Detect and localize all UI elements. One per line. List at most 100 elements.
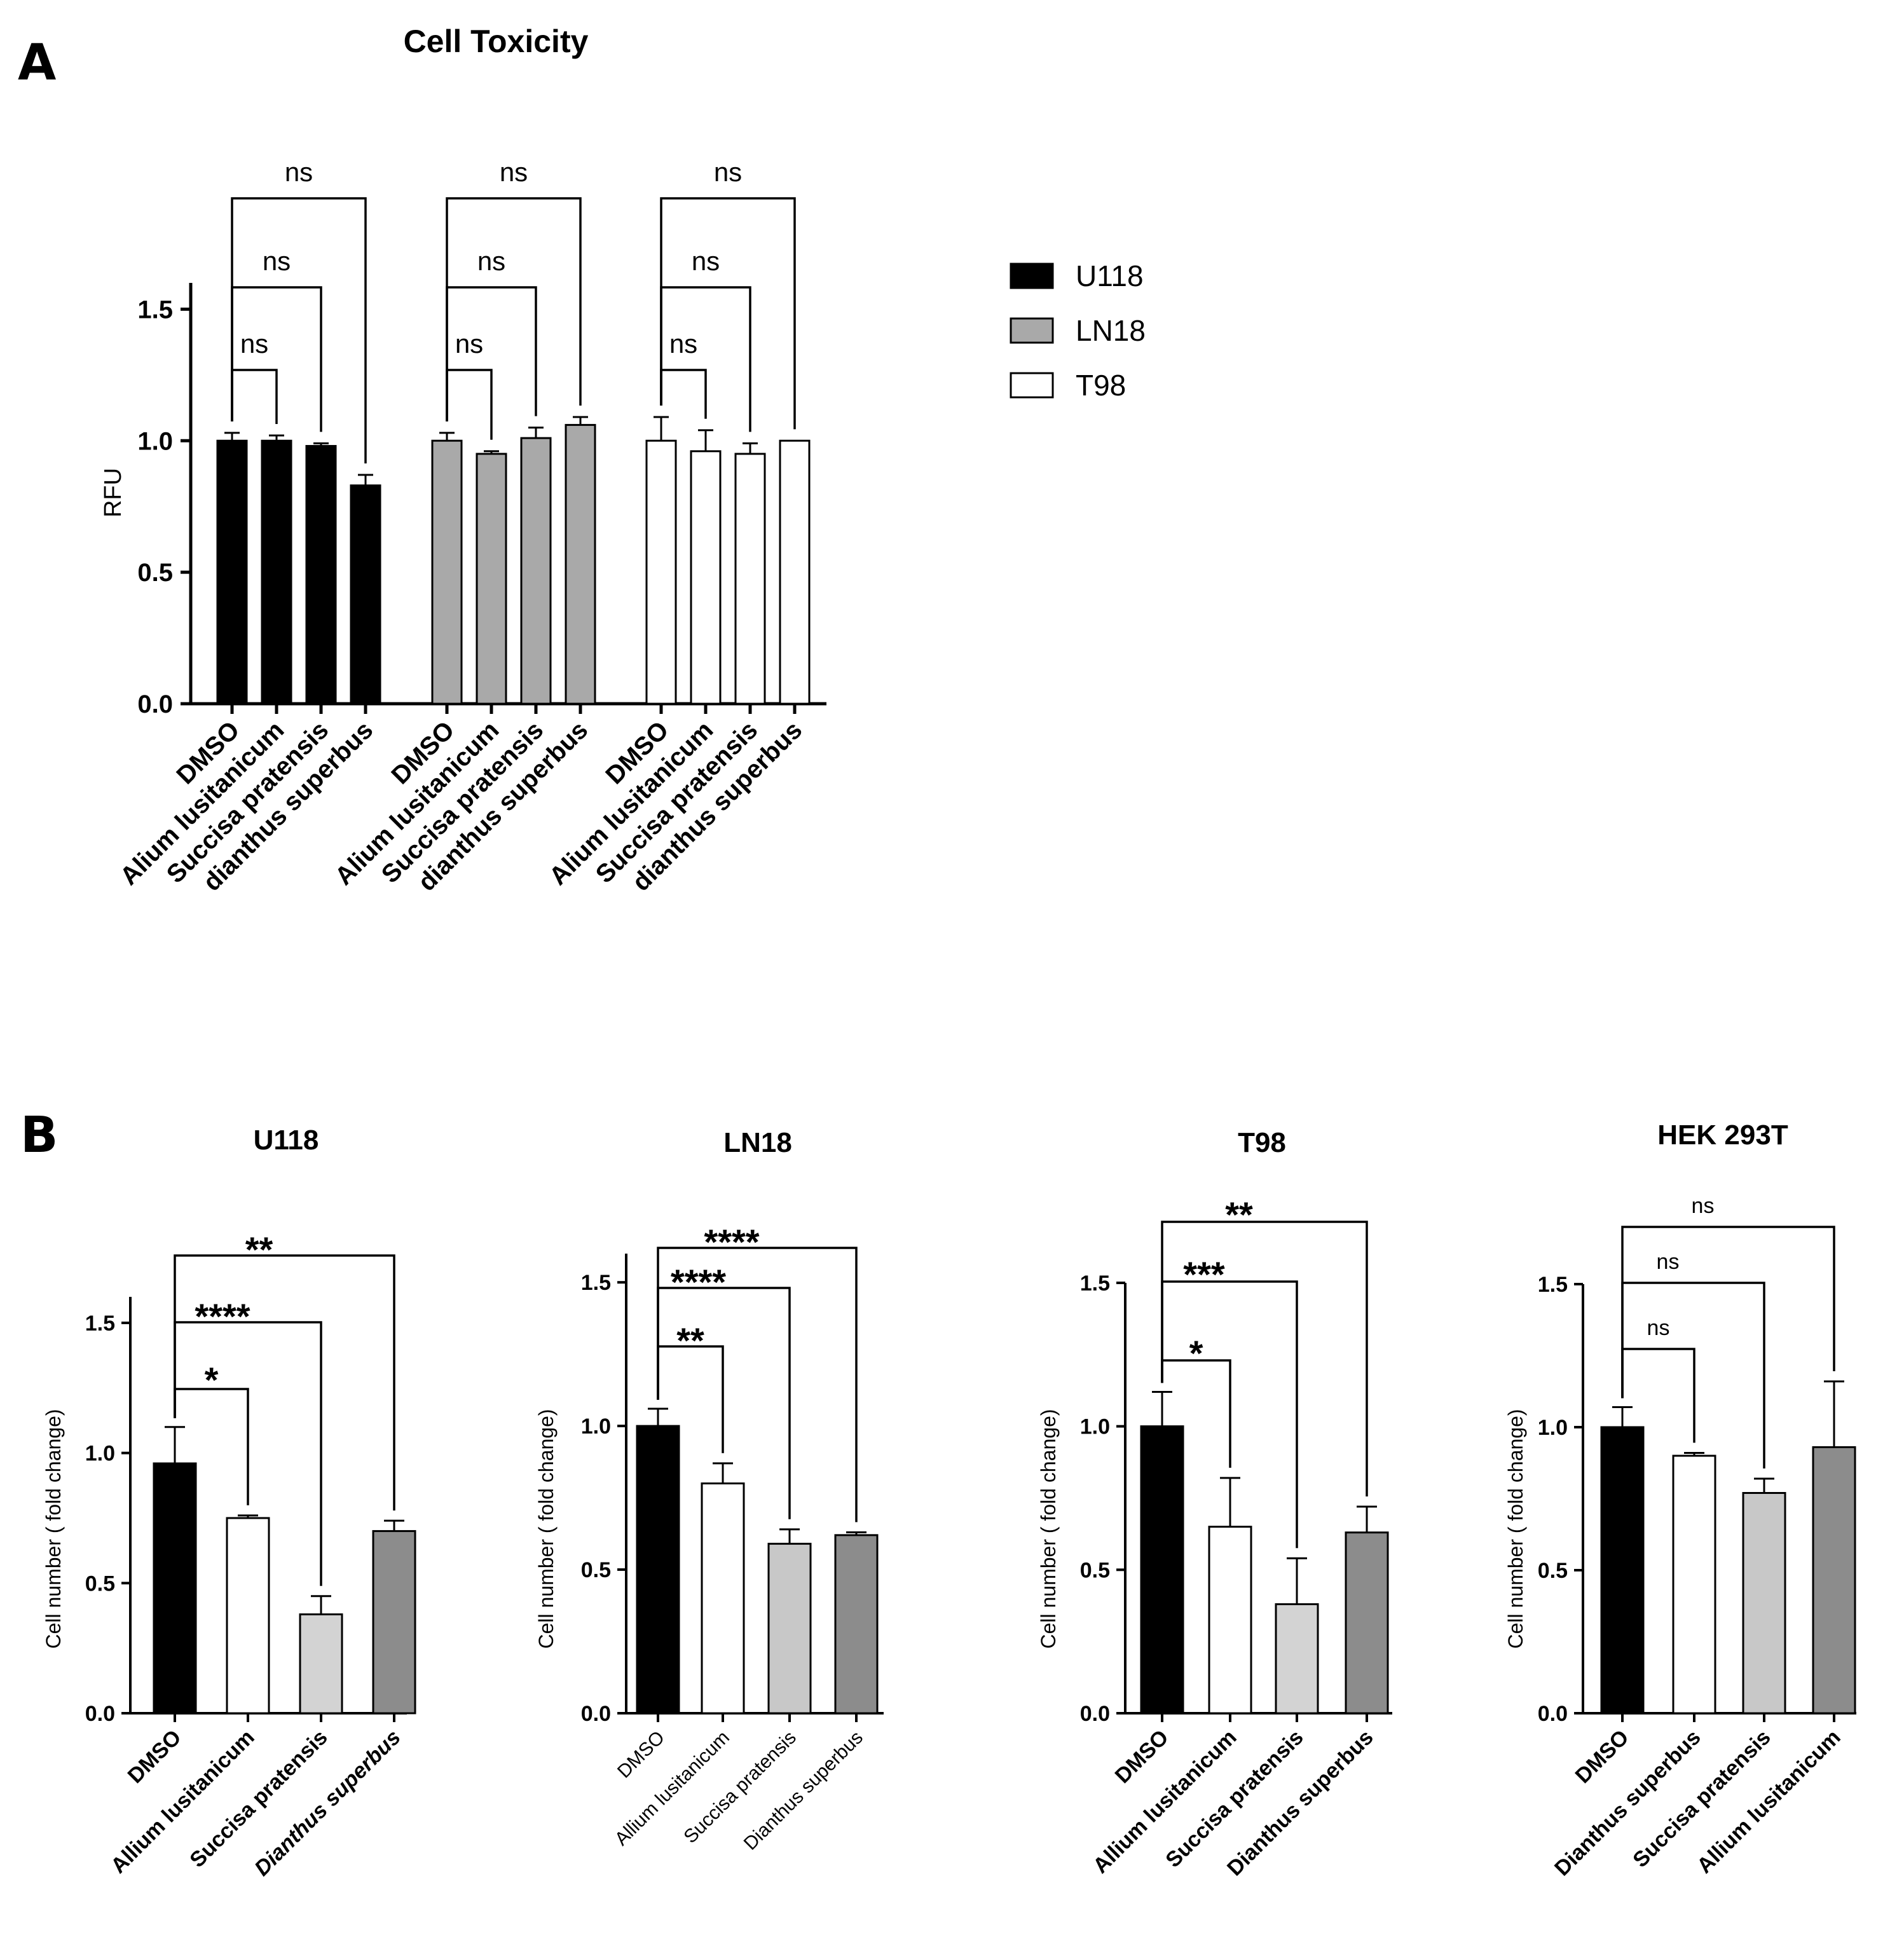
y-tick-label: 0.0	[85, 1702, 115, 1726]
x-tick-label-succisa-pratensis: Succisa pratensis	[680, 1727, 800, 1848]
significance-label: *	[1189, 1333, 1203, 1373]
error-bar	[1287, 1557, 1307, 1605]
error-bar	[358, 474, 373, 486]
bar-dianthus-superbus	[1672, 1454, 1716, 1715]
bar-t98-dmso	[645, 439, 677, 705]
legend-label-t98: T98	[1076, 369, 1126, 402]
significance-label: **	[676, 1320, 704, 1360]
x-tick-label-dmso: DMSO	[1571, 1725, 1634, 1788]
bar-allium-lusitanicum	[1812, 1446, 1856, 1715]
chart-title: U118	[254, 1125, 319, 1156]
y-tick-label: 1.0	[137, 427, 173, 455]
x-tick-label-dmso: DMSO	[613, 1727, 669, 1783]
legend-swatch-u118	[1010, 263, 1054, 289]
significance-label: ns	[1647, 1316, 1670, 1340]
y-tick-label: 1.5	[137, 296, 173, 324]
legend-swatch-t98	[1010, 372, 1054, 399]
x-tick-label-dianthus-superbus: Dianthus superbus	[250, 1725, 406, 1881]
bar-succisa-pratensis	[1275, 1603, 1319, 1715]
bar-ln18-alium-lusitanicum	[476, 453, 507, 705]
significance-label: ns	[1692, 1194, 1715, 1218]
significance-label: ns	[285, 157, 313, 187]
legend-label-ln18: LN18	[1076, 314, 1146, 347]
significance-label: ns	[714, 157, 742, 187]
bar-ln18-dmso	[431, 439, 463, 705]
error-bar	[779, 1528, 800, 1544]
bar-dianthus-superbus	[1345, 1531, 1389, 1715]
significance-bracket	[1621, 1226, 1835, 1399]
bar-u118-succisa-pratensis	[305, 445, 337, 705]
error-bar	[1684, 1452, 1704, 1456]
y-tick-label: 1.5	[1080, 1271, 1110, 1296]
significance-bracket	[231, 197, 367, 464]
y-tick-label: 0.0	[581, 1702, 611, 1726]
significance-label: ns	[240, 329, 268, 359]
error-bar	[1152, 1391, 1172, 1427]
error-bar	[311, 1595, 331, 1615]
significance-label: ns	[692, 246, 720, 276]
error-bar	[1612, 1406, 1633, 1427]
y-axis-label: Cell number ( fold change)	[1037, 1409, 1060, 1648]
bar-dianthus-superbus	[834, 1534, 879, 1715]
y-axis-label: Cell number ( fold change)	[535, 1409, 558, 1648]
y-tick-label: 0.0	[1538, 1702, 1568, 1726]
x-tick-label-dianthus-superbus: Dianthus superbus	[740, 1727, 867, 1854]
error-bar	[1754, 1477, 1774, 1493]
error-bar	[165, 1426, 185, 1463]
error-bar	[1824, 1380, 1844, 1448]
y-tick-label: 0.5	[1080, 1558, 1110, 1582]
x-tick-label-dmso: DMSO	[1111, 1725, 1174, 1788]
significance-label: ns	[263, 246, 291, 276]
legend-label-u118: U118	[1076, 259, 1144, 292]
error-bar	[698, 429, 713, 451]
bar-u118-dianthus-superbus	[350, 484, 381, 705]
panel-letter-b: B	[20, 1107, 58, 1164]
y-tick-label: 1.0	[1538, 1416, 1568, 1440]
error-bar	[713, 1462, 733, 1484]
x-tick-label-allium-lusitanicum: Allium lusitanicum	[611, 1727, 734, 1850]
y-tick-label: 1.5	[581, 1271, 611, 1295]
bar-dmso	[636, 1425, 680, 1715]
significance-label: ns	[669, 329, 697, 359]
y-tick-label: 1.0	[581, 1414, 611, 1439]
significance-bracket	[657, 1247, 858, 1523]
bar-allium-lusitanicum	[1208, 1526, 1252, 1715]
significance-label: ns	[500, 157, 528, 187]
bar-u118-dmso	[216, 439, 248, 705]
x-tick-label-dmso: DMSO	[123, 1725, 186, 1788]
bar-allium-lusitanicum	[701, 1482, 745, 1715]
bar-t98-succisa-pratensis	[734, 453, 766, 705]
y-tick-label: 1.0	[1080, 1415, 1110, 1439]
significance-bracket	[446, 369, 493, 440]
error-bar	[484, 450, 499, 454]
y-tick-label: 0.5	[581, 1558, 611, 1582]
y-axis-label: Cell number ( fold change)	[42, 1409, 65, 1648]
x-tick-label-succisa-pratensis: Succisa pratensis	[185, 1725, 332, 1872]
chart-title: T98	[1238, 1127, 1286, 1158]
chart-title: Cell Toxicity	[404, 24, 589, 59]
bar-u118-alium-lusitanicum	[261, 439, 292, 705]
x-tick-label-allium-lusitanicum: Allium lusitanicum	[106, 1725, 259, 1879]
significance-label: *	[205, 1360, 219, 1400]
significance-bracket	[231, 369, 278, 424]
error-bar	[1357, 1505, 1377, 1533]
bar-succisa-pratensis	[767, 1542, 812, 1715]
y-tick-label: 1.0	[85, 1442, 115, 1466]
significance-label: ns	[455, 329, 483, 359]
bar-dmso	[153, 1462, 197, 1715]
significance-label: ****	[195, 1296, 250, 1336]
chart-hek-293t: HEK 293T Cell number ( fold change) 0.0 0…	[1504, 1119, 1856, 1880]
y-tick-label: 1.5	[1538, 1273, 1568, 1297]
significance-label: ***	[1183, 1254, 1225, 1294]
significance-label: **	[245, 1229, 273, 1270]
y-tick-label: 0.0	[137, 690, 173, 718]
error-bar	[743, 442, 758, 454]
chart-cell-toxicity: Cell Toxicity RFU 0.00.51.01.5DMSOAlium …	[100, 24, 826, 896]
error-bar	[846, 1531, 866, 1535]
bar-dmso	[1600, 1426, 1645, 1715]
significance-label: **	[1225, 1194, 1253, 1235]
chart-ln18: LN18 Cell number ( fold change) 0.0 0.5 1.…	[535, 1127, 884, 1854]
y-tick-label: 0.5	[85, 1571, 115, 1596]
x-tick-label-succisa-pratensis: Succisa pratensis	[1628, 1725, 1775, 1872]
